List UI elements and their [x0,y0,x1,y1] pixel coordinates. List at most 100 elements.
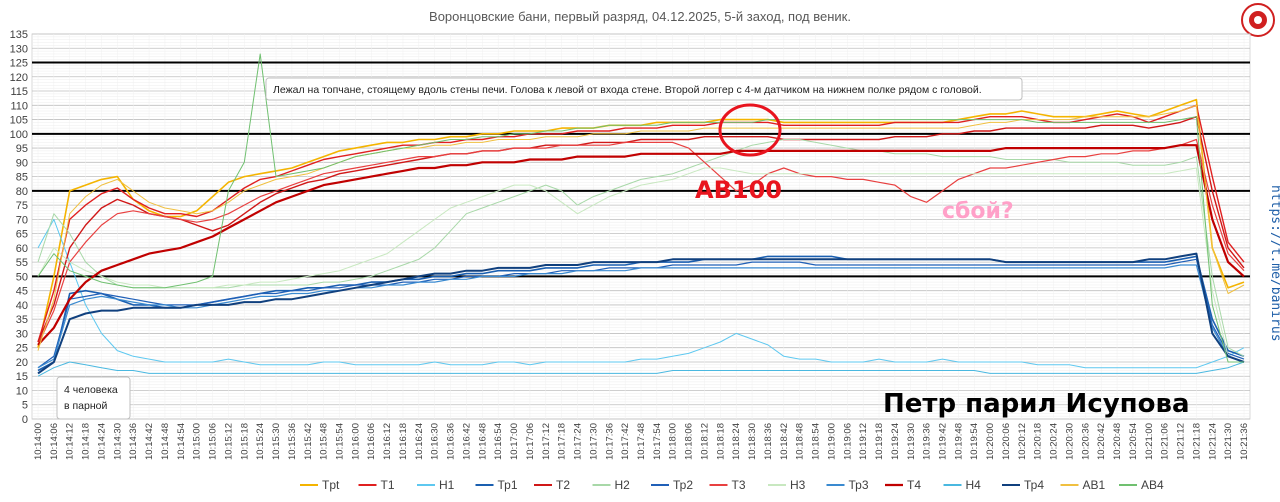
note-text: Лежал на топчане, стоящему вдоль стены п… [273,84,982,96]
x-tick-label: 10:19:30 [906,423,917,460]
series-line-H2 [37,139,1245,357]
x-tick-label: 10:14:48 [160,423,171,460]
grid [31,33,1251,420]
people-box: 4 человека в парной [56,376,131,420]
y-tick-label: 85 [16,172,28,184]
y-tick-label: 5 [22,400,28,412]
x-tick-label: 10:16:36 [446,423,457,460]
x-tick-label: 10:18:30 [747,423,758,460]
series-line-T1 [37,104,1245,343]
y-tick-label: 130 [10,43,28,55]
y-tick-label: 0 [22,414,28,426]
y-tick-label: 125 [10,58,28,70]
x-tick-label: 10:19:18 [874,423,885,460]
x-tick-label: 10:21:30 [1223,423,1234,460]
x-tick-label: 10:14:30 [112,423,123,460]
x-tick-label: 10:14:06 [49,423,60,460]
people-line-2: в парной [64,400,107,412]
series-line-Тр3 [37,264,1245,369]
series-line-T3 [37,138,1245,346]
x-tick-label: 10:15:12 [223,423,234,460]
y-tick-label: 70 [16,214,28,226]
legend-label: AB4 [1141,478,1164,492]
y-tick-label: 40 [16,300,28,312]
y-tick-label: 95 [16,143,28,155]
x-tick-label: 10:16:24 [414,423,425,460]
legend-label: H2 [615,478,631,492]
legend-label: H1 [439,478,455,492]
x-tick-label: 10:20:36 [1080,423,1091,460]
legend-label: T2 [556,478,570,492]
y-tick-label: 15 [16,371,28,383]
x-tick-label: 10:20:30 [1064,423,1075,460]
x-tick-label: 10:18:48 [795,423,806,460]
legend-label: Тр1 [498,478,518,492]
x-tick-label: 10:16:48 [477,423,488,460]
x-tick-label: 10:21:12 [1176,423,1187,460]
legend-label: H3 [790,478,806,492]
x-tick-label: 10:20:06 [1001,423,1012,460]
x-tick-label: 10:15:00 [192,423,203,460]
y-tick-label: 65 [16,229,28,241]
series-line-H4 [37,361,1245,377]
x-tick-label: 10:17:42 [620,423,631,460]
x-tick-label: 10:19:24 [890,423,901,460]
x-tick-label: 10:19:00 [826,423,837,460]
y-tick-label: 120 [10,72,28,84]
x-tick-label: 10:14:24 [96,423,107,460]
x-tick-label: 10:17:30 [588,423,599,460]
y-tick-label: 75 [16,200,28,212]
x-tick-label: 10:18:54 [811,423,822,460]
x-tick-label: 10:15:30 [271,423,282,460]
x-tick-label: 10:14:54 [176,423,187,460]
x-tick-label: 10:15:06 [208,423,219,460]
y-tick-label: 100 [10,129,28,141]
x-tick-label: 10:17:48 [636,423,647,460]
legend-label: T3 [732,478,746,492]
x-tick-label: 10:21:36 [1239,423,1250,460]
y-tick-label: 50 [16,271,28,283]
x-tick-label: 10:21:18 [1191,423,1202,460]
y-tick-label: 35 [16,314,28,326]
series-line-T2 [37,115,1245,343]
x-tick-label: 10:14:36 [128,423,139,460]
x-tick-label: 10:20:48 [1112,423,1123,460]
x-tick-label: 10:19:54 [969,423,980,460]
series-line-H3 [37,167,1245,363]
people-line-1: 4 человека [64,384,118,396]
y-tick-label: 80 [16,186,28,198]
reference-lines [32,61,1250,278]
y-tick-label: 60 [16,243,28,255]
x-tick-label: 10:17:54 [652,423,663,460]
x-tick-label: 10:19:42 [938,423,949,460]
y-tick-label: 105 [10,115,28,127]
legend-label: Тр3 [849,478,869,492]
fault-label: сбой? [942,199,1014,224]
x-tick-label: 10:20:54 [1128,423,1139,460]
y-tick-label: 30 [16,328,28,340]
x-tick-label: 10:16:30 [430,423,441,460]
note-box: Лежал на топчане, стоящему вдоль стены п… [265,77,1023,101]
chart-title: Воронцовские бани, первый разряд, 04.12.… [429,9,851,24]
x-tick-label: 10:21:24 [1207,423,1218,460]
y-tick-label: 25 [16,343,28,355]
series-line-AB4 [37,53,1244,363]
x-tick-label: 10:18:06 [684,423,695,460]
highlight-circle [718,103,782,157]
x-tick-label: 10:16:18 [398,423,409,460]
x-tick-label: 10:19:06 [842,423,853,460]
legend-label: T1 [381,478,395,492]
legend-label: T4 [907,478,921,492]
x-tick-label: 10:20:12 [1017,423,1028,460]
legend-label: Tpt [322,478,340,492]
caption-label: Петр парил Исупова [883,389,1190,419]
x-tick-label: 10:16:00 [350,423,361,460]
x-tick-label: 10:16:54 [493,423,504,460]
x-axis: 10:14:00 10:14:06 10:14:12 10:14:18 10:14:24… [33,423,1250,460]
x-tick-label: 10:15:54 [335,423,346,460]
x-tick-label: 10:19:48 [953,423,964,460]
x-tick-label: 10:17:00 [509,423,520,460]
legend-label: AB1 [1083,478,1106,492]
x-tick-label: 10:19:12 [858,423,869,460]
x-tick-label: 10:14:12 [65,423,76,460]
